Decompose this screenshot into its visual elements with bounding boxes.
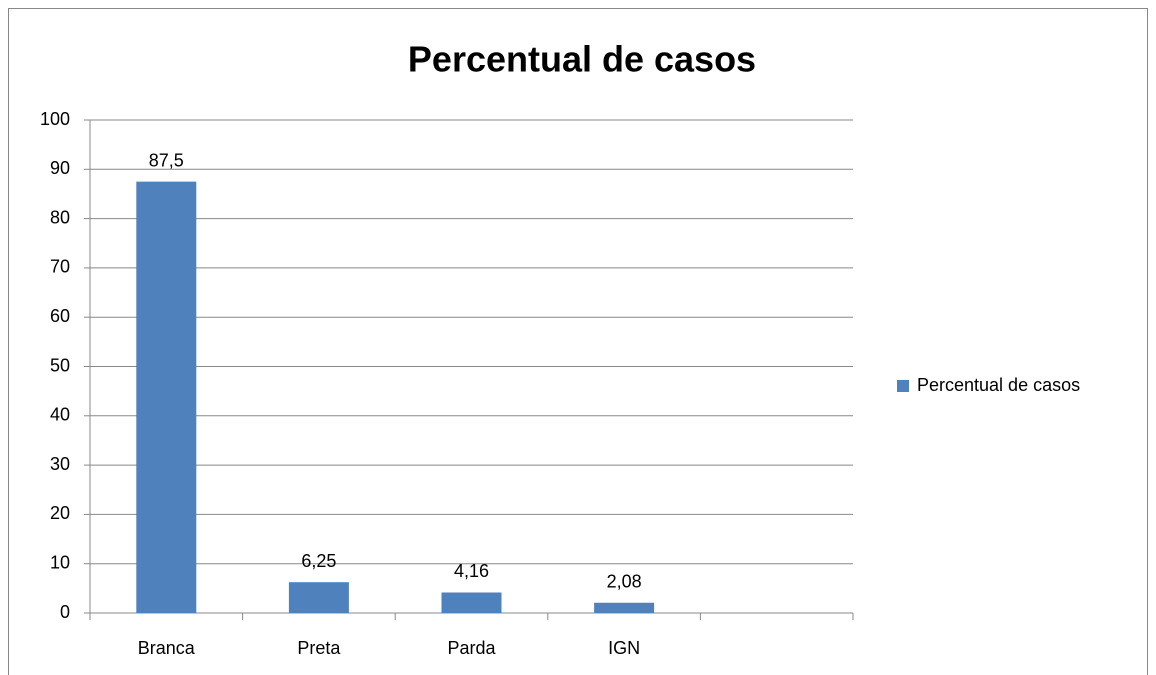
y-tick-label: 60: [50, 306, 70, 326]
x-tick-label: Preta: [297, 638, 341, 658]
y-tick-label: 70: [50, 257, 70, 277]
y-tick-label: 80: [50, 207, 70, 227]
chart-title: Percentual de casos: [408, 39, 756, 80]
bar: [136, 181, 197, 613]
bar: [594, 602, 655, 613]
data-label: 2,08: [607, 571, 642, 591]
data-label: 87,5: [149, 150, 184, 170]
y-tick-label: 100: [40, 109, 70, 129]
data-label: 6,25: [301, 551, 336, 571]
bar: [288, 582, 349, 613]
bar: [441, 592, 502, 613]
y-tick-label: 40: [50, 405, 70, 425]
y-tick-label: 0: [60, 602, 70, 622]
legend-label: Percentual de casos: [917, 375, 1080, 395]
x-tick-label: Parda: [447, 638, 496, 658]
y-tick-label: 50: [50, 355, 70, 375]
y-tick-label: 20: [50, 503, 70, 523]
x-tick-label: Branca: [138, 638, 196, 658]
legend-swatch: [897, 380, 909, 392]
y-tick-label: 10: [50, 552, 70, 572]
y-tick-label: 90: [50, 158, 70, 178]
data-label: 4,16: [454, 561, 489, 581]
x-tick-label: IGN: [608, 638, 640, 658]
y-tick-label: 30: [50, 454, 70, 474]
